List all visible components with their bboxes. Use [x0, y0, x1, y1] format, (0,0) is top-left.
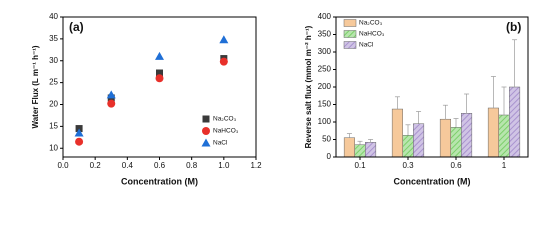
- y-tick-label: 50: [322, 135, 331, 144]
- x-tick-label: 1.0: [218, 161, 230, 170]
- x-tick-label: 0.0: [57, 161, 69, 170]
- point: [219, 35, 229, 44]
- bar: [450, 127, 462, 158]
- point: [219, 57, 228, 66]
- x-tick-label: 0.8: [186, 161, 198, 170]
- y-tick-label: 40: [49, 12, 58, 21]
- x-tick-label: 0.4: [122, 161, 134, 170]
- x-tick-label: 1: [502, 161, 507, 170]
- x-tick-label: 0.1: [354, 161, 366, 170]
- panel-label: (a): [69, 20, 84, 34]
- y-tick-label: 20: [49, 100, 58, 109]
- legend-swatch: [343, 41, 357, 49]
- y-tick-label: 350: [318, 30, 332, 39]
- y-axis-label: Water Flux (L m⁻¹ h⁻¹): [31, 45, 40, 128]
- figure: 0.0 0.2 0.4 0.6 0.8 1.0 1.210152025303540(a)Co…: [31, 12, 529, 186]
- legend-swatch: [343, 30, 357, 38]
- y-tick-label: 200: [318, 82, 332, 91]
- y-axis-label: Reverse salt flux (mmol m⁻² h⁻¹): [304, 25, 313, 148]
- bar: [498, 114, 510, 158]
- plot-frame: [62, 16, 257, 158]
- point: [107, 99, 116, 108]
- legend-label: Na₂CO₃: [359, 20, 383, 27]
- x-tick-label: 0.2: [90, 161, 102, 170]
- point: [155, 74, 164, 83]
- bar: [343, 137, 355, 158]
- y-tick-label: 100: [318, 117, 332, 126]
- point: [75, 137, 84, 146]
- legend-marker: [202, 115, 210, 123]
- panel-label: (b): [506, 20, 521, 34]
- legend-swatch: [343, 19, 357, 27]
- y-tick-label: 150: [318, 100, 332, 109]
- x-tick-label: 1.2: [250, 161, 262, 170]
- legend-marker: [202, 127, 210, 135]
- bar: [391, 108, 403, 158]
- y-tick-label: 35: [49, 34, 58, 43]
- y-tick-label: 0: [327, 152, 332, 161]
- bar: [413, 123, 425, 158]
- point: [106, 90, 116, 99]
- y-tick-label: 400: [318, 12, 332, 21]
- x-tick-label: 0.6: [154, 161, 166, 170]
- bar: [487, 107, 499, 158]
- y-tick-label: 250: [318, 65, 332, 74]
- y-tick-label: 15: [49, 121, 58, 130]
- point: [74, 128, 84, 137]
- y-tick-label: 30: [49, 56, 58, 65]
- legend-label: NaHCO₃: [359, 31, 385, 38]
- legend-label: Na₂CO₃: [213, 116, 237, 123]
- bar: [439, 118, 451, 158]
- legend-label: NaHCO₃: [213, 128, 239, 135]
- point: [155, 51, 164, 60]
- legend-label: NaCl: [213, 140, 228, 147]
- point: [156, 69, 163, 77]
- x-tick-label: 0.3: [402, 161, 414, 170]
- x-tick-label: 0.6: [450, 161, 462, 170]
- x-axis-label: Concentration (M): [121, 176, 198, 186]
- bar: [402, 135, 414, 158]
- y-tick-label: 25: [49, 78, 58, 87]
- y-tick-label: 300: [318, 47, 332, 56]
- bar: [354, 144, 366, 158]
- bar: [461, 113, 473, 158]
- bar: [509, 86, 521, 158]
- legend-label: NaCl: [359, 42, 374, 49]
- y-tick-label: 10: [49, 143, 58, 152]
- bar: [365, 142, 377, 158]
- x-axis-label: Concentration (M): [394, 176, 471, 186]
- legend-marker: [201, 138, 211, 147]
- plot-frame: [335, 16, 529, 158]
